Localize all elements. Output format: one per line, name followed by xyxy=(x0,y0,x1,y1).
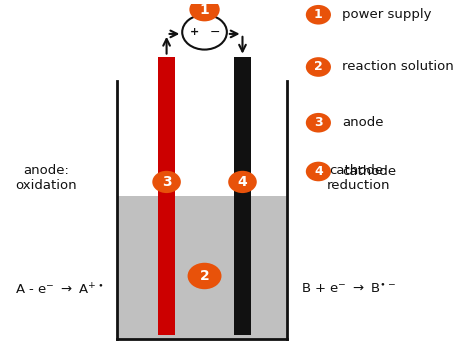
Circle shape xyxy=(306,57,331,77)
Text: 1: 1 xyxy=(200,2,210,17)
Text: cathode:
reduction: cathode: reduction xyxy=(327,165,390,193)
Circle shape xyxy=(306,162,331,181)
Text: 3: 3 xyxy=(162,175,172,189)
Text: A - e$^{-}$ $\rightarrow$ A$^{+\bullet}$: A - e$^{-}$ $\rightarrow$ A$^{+\bullet}$ xyxy=(15,282,103,298)
Text: anode: anode xyxy=(342,116,383,129)
Circle shape xyxy=(152,171,181,193)
Text: +: + xyxy=(190,27,199,37)
Text: 2: 2 xyxy=(314,61,323,74)
Bar xyxy=(118,196,287,339)
Text: anode:
oxidation: anode: oxidation xyxy=(15,165,77,193)
Text: 1: 1 xyxy=(314,8,323,21)
Text: −: − xyxy=(210,26,220,39)
Circle shape xyxy=(228,171,257,193)
Text: power supply: power supply xyxy=(342,8,432,21)
Text: B + e$^{-}$ $\rightarrow$ B$^{\bullet-}$: B + e$^{-}$ $\rightarrow$ B$^{\bullet-}$ xyxy=(301,283,396,296)
Text: 2: 2 xyxy=(200,269,210,283)
Text: 4: 4 xyxy=(314,165,323,178)
Circle shape xyxy=(306,113,331,132)
Text: 4: 4 xyxy=(237,175,247,189)
Circle shape xyxy=(189,0,220,21)
Bar xyxy=(234,57,251,335)
Circle shape xyxy=(188,263,221,289)
Text: reaction solution: reaction solution xyxy=(342,61,454,74)
Circle shape xyxy=(182,15,227,50)
Circle shape xyxy=(306,5,331,24)
Text: 3: 3 xyxy=(314,116,323,129)
Text: cathode: cathode xyxy=(342,165,396,178)
Bar xyxy=(158,57,175,335)
